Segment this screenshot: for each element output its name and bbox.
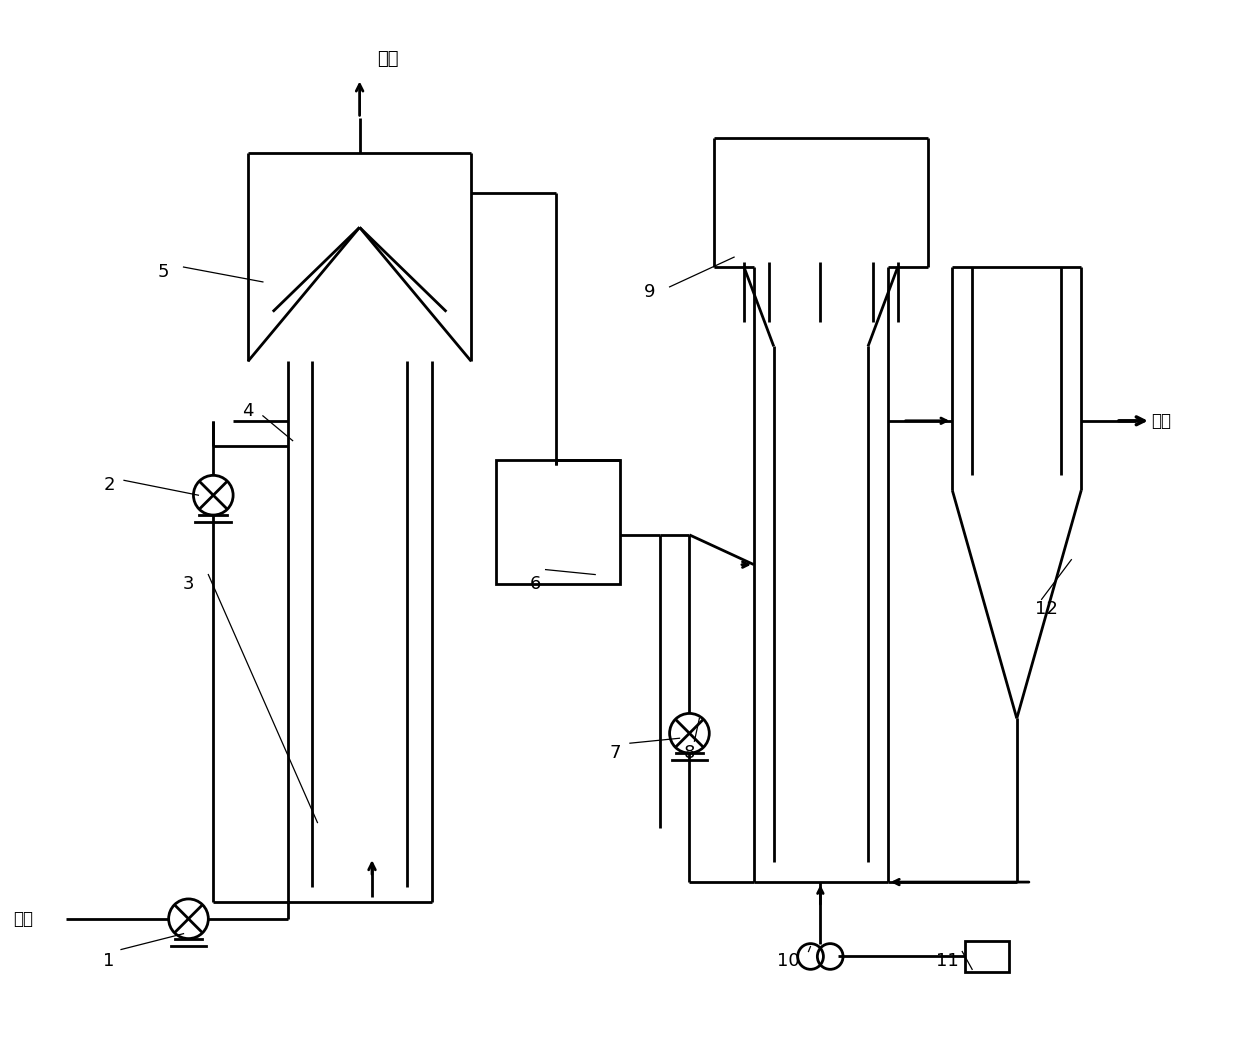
Text: 9: 9 xyxy=(644,283,656,301)
Text: 12: 12 xyxy=(1035,600,1058,618)
Text: 11: 11 xyxy=(936,953,959,970)
Bar xyxy=(965,941,1009,971)
Text: 2: 2 xyxy=(103,476,115,494)
Text: 5: 5 xyxy=(157,263,170,281)
Text: 3: 3 xyxy=(182,575,195,594)
Bar xyxy=(496,461,620,584)
Text: 10: 10 xyxy=(777,953,800,970)
Text: 1: 1 xyxy=(103,953,115,970)
Text: 6: 6 xyxy=(529,575,542,594)
Text: 7: 7 xyxy=(609,744,621,762)
Text: 进水: 进水 xyxy=(12,910,33,928)
Text: 4: 4 xyxy=(242,401,254,420)
Text: 出水: 出水 xyxy=(1151,412,1171,430)
Text: 沼气: 沼气 xyxy=(377,50,398,68)
Text: 8: 8 xyxy=(683,744,696,762)
